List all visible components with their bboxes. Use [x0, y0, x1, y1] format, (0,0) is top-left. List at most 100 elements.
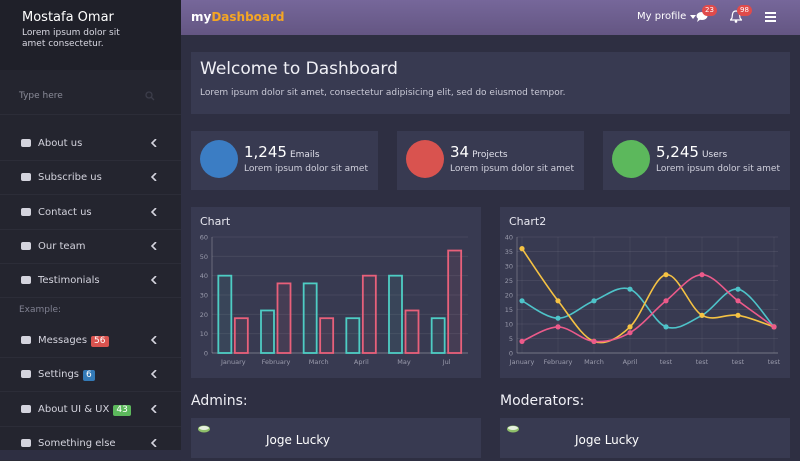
icon-shape: [21, 173, 31, 182]
chevron: [151, 241, 157, 250]
stat-value: 5,245: [656, 143, 699, 161]
y-tick-label: 0: [204, 350, 208, 358]
point: [735, 298, 741, 304]
sidebar-header: Mostafa Omar Lorem ipsum dolor sit amet …: [0, 0, 181, 70]
admin-card: Joge Lucky: [191, 418, 481, 458]
chevron: [151, 336, 157, 344]
menu-icon: [21, 207, 31, 216]
point: [627, 286, 633, 292]
x-tick-label: April: [623, 358, 638, 366]
menu-item[interactable]: About us: [0, 126, 181, 161]
menu-toggle[interactable]: [765, 12, 776, 22]
y-tick-label: 5: [509, 335, 513, 343]
y-tick-label: 40: [200, 272, 208, 280]
x-tick-label: test: [768, 358, 781, 366]
stat-panel: 5,245 Users Lorem ipsum dolor sit amet: [603, 131, 790, 190]
chevron-shape: [151, 404, 157, 413]
caret: [689, 15, 696, 19]
x-tick-label: February: [544, 358, 573, 366]
bar: [345, 317, 361, 354]
bar: [430, 317, 446, 354]
stat-icon: [406, 140, 444, 178]
chart-panel: Chart2 0 5 10 15 20 25 30 35 40 January February Mar…: [500, 207, 790, 378]
bar: [404, 309, 420, 354]
point: [627, 330, 633, 336]
stat-text: Lorem ipsum dolor sit amet: [656, 164, 780, 174]
point: [771, 324, 777, 330]
brand[interactable]: myDashboard: [191, 10, 285, 24]
profile-menu[interactable]: My profile: [637, 11, 696, 22]
menu-item[interactable]: About UI & UX 43: [0, 392, 181, 427]
menu-icon: [21, 276, 31, 285]
x-tick-label: March: [584, 358, 604, 366]
menu-label: Something else: [38, 438, 116, 449]
y-tick-label: 40: [505, 234, 513, 242]
menu-item[interactable]: Settings 6: [0, 357, 181, 393]
section-label: Example:: [19, 305, 62, 315]
y-tick-label: 30: [200, 292, 208, 300]
chevron-shape: [151, 173, 157, 182]
stat-panel: 34 Projects Lorem ipsum dolor sit amet: [397, 131, 584, 190]
menu-icon: [21, 370, 31, 379]
stat-line: 34 Projects: [450, 142, 508, 161]
x-tick-label: February: [262, 358, 291, 366]
menu-item[interactable]: Something else: [0, 426, 181, 461]
chevron: [151, 370, 157, 379]
bar: [233, 317, 249, 354]
y-tick-label: 15: [505, 306, 513, 314]
stat-value: 1,245: [244, 143, 287, 161]
icon-shape: [21, 336, 31, 344]
menu-item[interactable]: Subscribe us: [0, 160, 181, 196]
menu-label-text: About UI & UX: [38, 403, 110, 415]
icon-shape: [21, 207, 31, 216]
welcome-text: Lorem ipsum dolor sit amet, consectetur …: [200, 88, 566, 98]
point: [555, 315, 561, 321]
x-tick-label: test: [660, 358, 673, 366]
stat-line: 5,245 Users: [656, 142, 727, 161]
bar: [302, 282, 318, 354]
y-tick-label: 20: [505, 292, 513, 300]
moderator-name: Joge Lucky: [575, 433, 639, 447]
chart: Chart 0 10 20 30 40 50 60 January February March Ap…: [200, 215, 468, 366]
menu-label-text: Settings: [38, 369, 80, 381]
y-tick-label: 60: [200, 234, 208, 242]
icon-shape: [21, 241, 31, 250]
profile-label: My profile: [637, 11, 687, 22]
stat-line: 1,245 Emails: [244, 142, 320, 161]
stat-value: 34: [450, 143, 470, 161]
menu-label-text: Our team: [38, 240, 86, 252]
menu-label-text: Testimonials: [38, 275, 100, 287]
menu-item[interactable]: Contact us: [0, 195, 181, 230]
stat-icon: [200, 140, 238, 178]
menu-label: Testimonials: [38, 275, 100, 286]
point: [735, 312, 741, 318]
chevron-shape: [151, 207, 157, 216]
line-series: [521, 248, 775, 344]
chart-panel: Chart 0 10 20 30 40 50 60 January February March Ap…: [191, 207, 481, 378]
menu-icon: [21, 336, 31, 344]
point: [663, 324, 669, 330]
search-box[interactable]: Type here: [0, 78, 181, 115]
point: [735, 286, 741, 292]
chevron: [151, 139, 157, 147]
menu-item[interactable]: Our team: [0, 229, 181, 264]
notifications-badge: 98: [737, 5, 752, 16]
menu-label: About us: [38, 138, 82, 149]
chevron: [151, 438, 157, 447]
line-series: [521, 273, 775, 343]
chevron-shape: [151, 276, 157, 285]
x-tick-label: May: [397, 358, 411, 366]
menu-icon: [21, 173, 31, 182]
menu-icon: [21, 438, 31, 447]
menu-label: About UI & UX 43: [38, 404, 131, 416]
icon-shape: [21, 370, 31, 379]
point: [699, 312, 705, 318]
menu-item[interactable]: Messages 56: [0, 323, 181, 358]
x-tick-label: March: [309, 358, 329, 366]
menu-item[interactable]: Testimonials: [0, 263, 181, 299]
y-tick-label: 10: [505, 321, 513, 329]
admin-name: Joge Lucky: [266, 433, 330, 447]
bar: [276, 282, 292, 354]
y-tick-label: 25: [505, 277, 513, 285]
